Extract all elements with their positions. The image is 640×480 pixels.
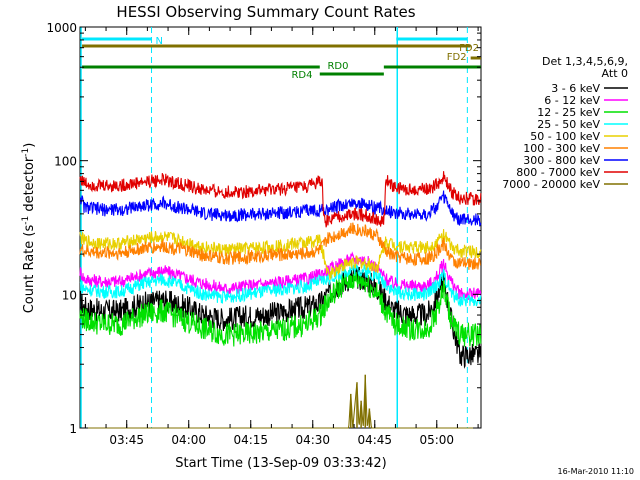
series-line	[80, 374, 481, 429]
legend-entry-label: 800 - 7000 keV	[516, 166, 600, 179]
legend-entry-label: 7000 - 20000 keV	[502, 178, 600, 191]
mode-annotation-label: FD2	[459, 43, 479, 54]
series-line	[79, 190, 482, 227]
x-tick-label: 04:15	[233, 433, 268, 447]
legend-header-detectors: Det 1,3,4,5,6,9,	[542, 55, 628, 68]
y-tick-label: 100	[54, 155, 77, 169]
plot-frame	[79, 26, 482, 429]
x-tick-label: 04:45	[357, 433, 392, 447]
legend-entry-label: 12 - 25 keV	[537, 106, 600, 119]
timestamp: 16-Mar-2010 11:10	[558, 467, 635, 476]
series-line	[79, 171, 482, 228]
legend-entry-label: 100 - 300 keV	[523, 142, 600, 155]
legend-entry-label: 3 - 6 keV	[551, 82, 600, 95]
legend-header-attenuator: Att 0	[602, 67, 628, 80]
mode-annotation-label: RD4	[291, 70, 312, 81]
x-tick-label: 04:00	[171, 433, 206, 447]
legend-entry-label: 25 - 50 keV	[537, 118, 600, 131]
series-line	[79, 263, 482, 307]
x-tick-label: 03:45	[109, 433, 144, 447]
y-tick-label: 1000	[46, 21, 77, 35]
legend-entry-label: 50 - 100 keV	[530, 130, 600, 143]
series-line	[79, 229, 482, 280]
y-axis-label: Count Rate (s-1 detector-1)	[21, 143, 37, 314]
mode-annotation-label: RD0	[327, 61, 348, 72]
series-line	[79, 269, 482, 347]
x-axis-label: Start Time (13-Sep-09 03:33:42)	[175, 456, 386, 471]
legend-entry-label: 300 - 800 keV	[523, 154, 600, 167]
mode-annotation-label: N	[156, 36, 163, 47]
x-tick-label: 04:30	[295, 433, 330, 447]
x-tick-label: 05:00	[419, 433, 454, 447]
series-line	[79, 222, 481, 270]
y-tick-label: 10	[62, 288, 77, 302]
series-line	[79, 251, 482, 300]
legend-entry-label: 6 - 12 keV	[544, 94, 600, 107]
mode-annotation-label: FD2	[447, 52, 467, 63]
y-tick-label: 1	[69, 422, 77, 436]
chart-title: HESSI Observing Summary Count Rates	[116, 3, 415, 21]
